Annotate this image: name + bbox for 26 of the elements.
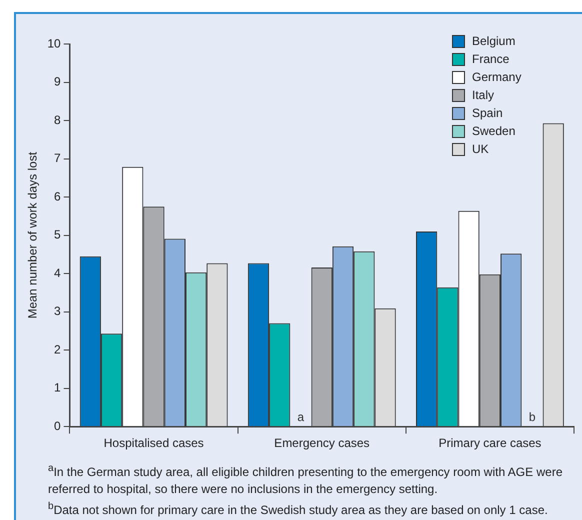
y-tick-label: 5 xyxy=(54,228,62,242)
y-tick-label: 7 xyxy=(54,151,62,166)
y-tick-label: 0 xyxy=(54,418,62,433)
y-tick-label: 1 xyxy=(54,380,62,395)
legend-label: UK xyxy=(472,142,489,156)
text: $^{a}$In the German study area, all eligible children presenting to the emergency room with AGE were referred to hospital, so there were no inclusions in the emergency setting. xyxy=(48,462,564,498)
y-tick-label: 2 xyxy=(54,342,62,356)
y-axis-title: Mean number of work days lost xyxy=(26,151,40,319)
legend-label: Italy xyxy=(472,88,494,102)
annotation: a xyxy=(297,410,304,424)
y-tick-label: 10 xyxy=(47,36,62,50)
legend-label: Spain xyxy=(472,106,503,120)
y-tick-label: 8 xyxy=(54,112,62,127)
x-tick-label: Primary care cases xyxy=(438,436,542,450)
legend-label: Germany xyxy=(472,70,522,84)
x-tick-label: Hospitalised cases xyxy=(104,436,204,450)
y-tick-label: 9 xyxy=(54,74,62,89)
y-tick-label: 6 xyxy=(54,189,62,204)
y-tick-label: 3 xyxy=(54,304,62,318)
legend-label: Belgium xyxy=(472,34,516,48)
legend-label: France xyxy=(472,52,510,66)
legend-label: Sweden xyxy=(472,124,516,138)
x-tick-label: Emergency cases xyxy=(274,436,370,450)
y-tick-label: 4 xyxy=(54,266,62,280)
text: $^{b}$Data not shown for primary care in the Swedish study area as they are based on only 1 case. xyxy=(48,500,549,519)
annotation: b xyxy=(528,410,536,424)
